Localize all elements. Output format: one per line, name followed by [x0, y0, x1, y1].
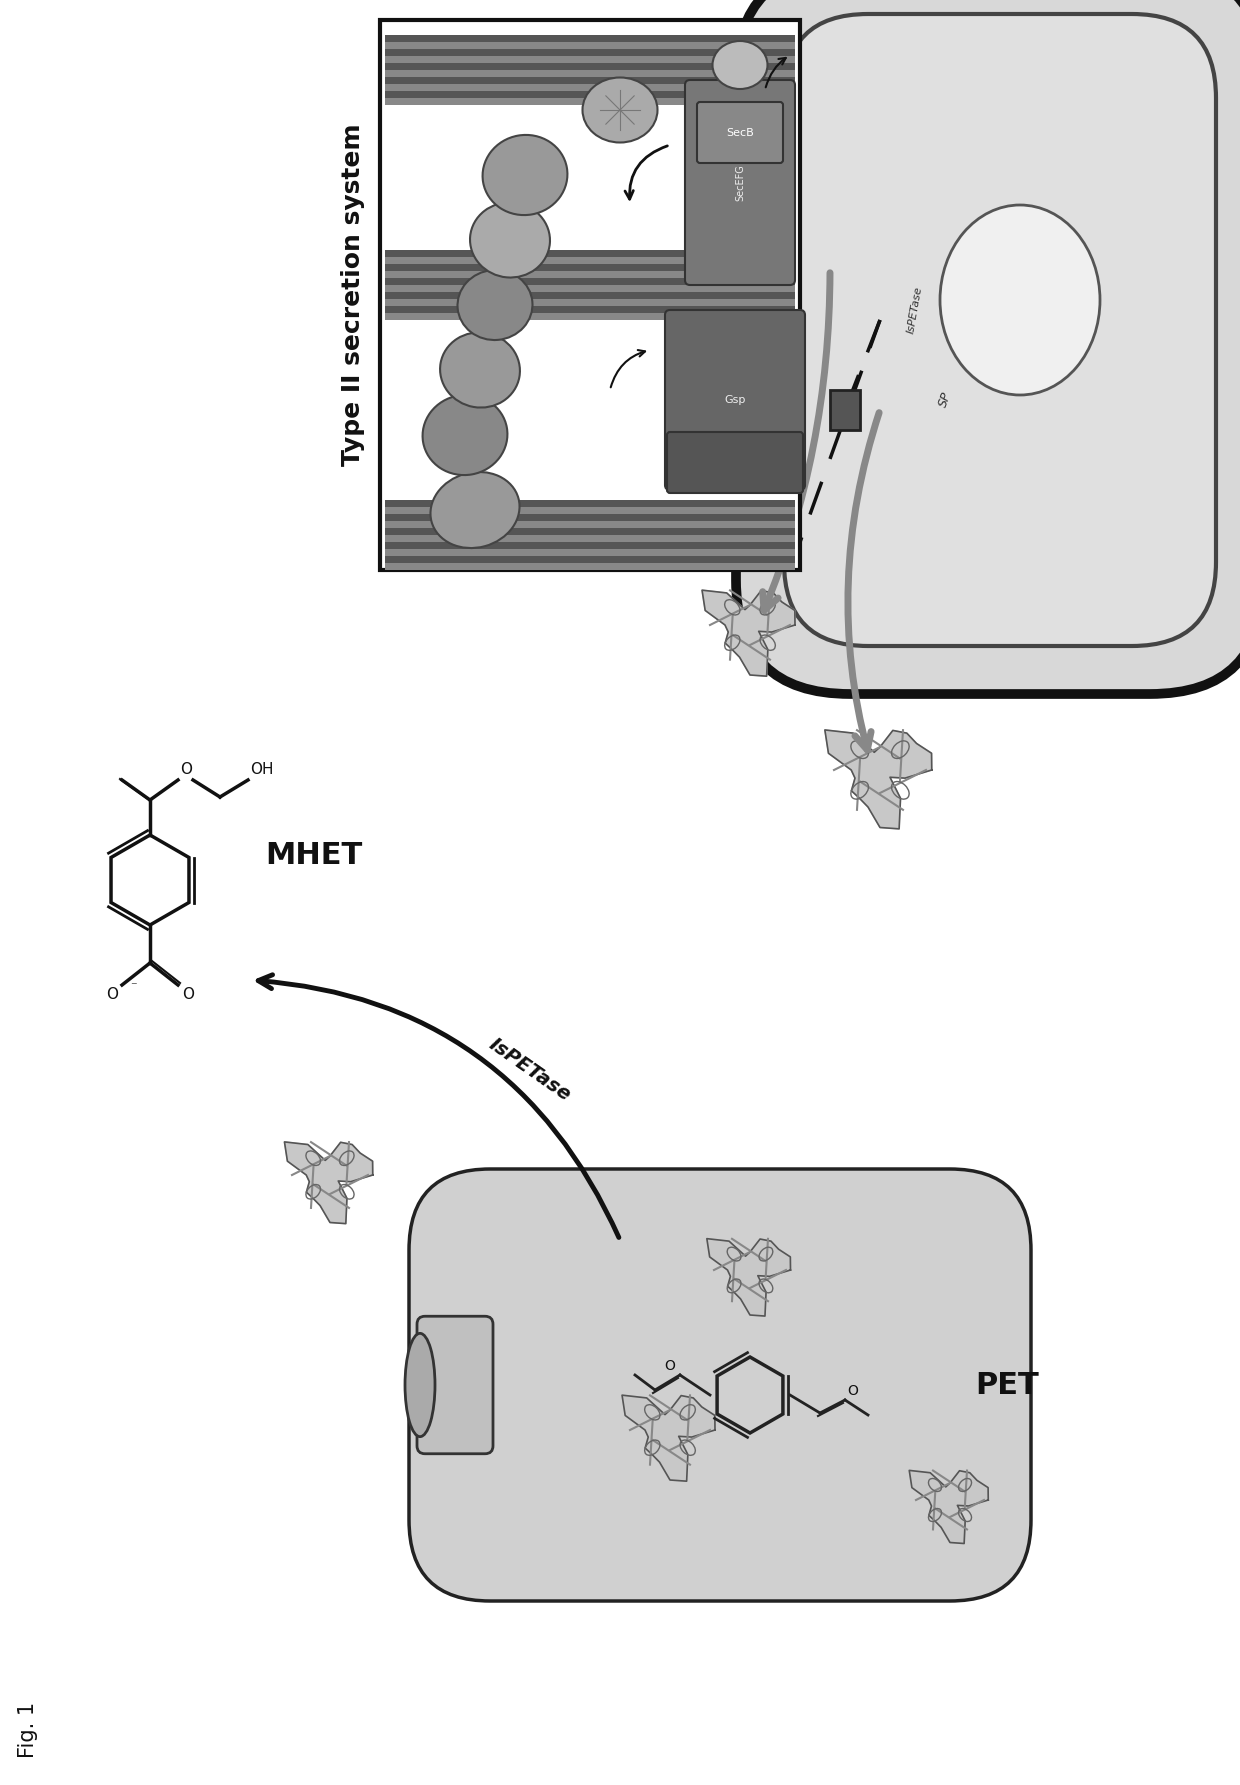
- Bar: [384, 305, 795, 312]
- FancyBboxPatch shape: [737, 0, 1240, 694]
- Text: Type II secretion system: Type II secretion system: [341, 123, 365, 466]
- Text: SecB: SecB: [727, 127, 754, 137]
- Bar: [384, 84, 795, 91]
- Ellipse shape: [470, 202, 551, 277]
- FancyArrowPatch shape: [625, 146, 667, 200]
- Bar: [384, 528, 795, 536]
- Bar: [384, 264, 795, 271]
- Bar: [384, 36, 795, 43]
- Bar: [384, 293, 795, 300]
- FancyBboxPatch shape: [684, 80, 795, 286]
- Polygon shape: [702, 591, 795, 677]
- FancyArrowPatch shape: [763, 273, 830, 610]
- FancyArrowPatch shape: [611, 350, 645, 387]
- Bar: [384, 514, 795, 521]
- Bar: [384, 521, 795, 528]
- Text: OH: OH: [250, 762, 274, 776]
- Bar: [384, 48, 795, 55]
- Bar: [830, 389, 861, 430]
- Bar: [384, 271, 795, 278]
- Polygon shape: [284, 1142, 373, 1225]
- Text: O: O: [180, 762, 192, 776]
- FancyArrowPatch shape: [848, 412, 879, 750]
- Bar: [384, 91, 795, 98]
- Bar: [384, 278, 795, 286]
- FancyBboxPatch shape: [665, 311, 805, 491]
- Bar: [379, 20, 800, 569]
- Polygon shape: [622, 1396, 715, 1482]
- Bar: [384, 98, 795, 105]
- Text: O: O: [182, 987, 193, 1001]
- Bar: [384, 286, 795, 293]
- Polygon shape: [707, 1239, 791, 1316]
- Bar: [384, 555, 795, 562]
- Text: O: O: [105, 987, 118, 1001]
- FancyBboxPatch shape: [667, 432, 804, 493]
- Bar: [384, 62, 795, 70]
- Ellipse shape: [713, 41, 768, 89]
- Ellipse shape: [430, 471, 520, 548]
- Bar: [384, 55, 795, 62]
- Polygon shape: [825, 730, 931, 828]
- Ellipse shape: [458, 270, 532, 339]
- FancyBboxPatch shape: [409, 1169, 1030, 1601]
- Bar: [384, 70, 795, 77]
- FancyBboxPatch shape: [784, 14, 1216, 646]
- Text: ⁻: ⁻: [130, 980, 136, 992]
- Text: IsPETase: IsPETase: [906, 286, 924, 334]
- Bar: [384, 507, 795, 514]
- Text: PET: PET: [975, 1371, 1039, 1399]
- Ellipse shape: [405, 1333, 435, 1437]
- Ellipse shape: [940, 205, 1100, 394]
- Text: MHET: MHET: [265, 841, 362, 869]
- Text: SP: SP: [936, 391, 954, 409]
- Bar: [384, 250, 795, 257]
- Bar: [384, 500, 795, 507]
- Polygon shape: [909, 1471, 988, 1544]
- Bar: [384, 562, 795, 569]
- Text: SecEFG: SecEFG: [735, 164, 745, 202]
- FancyArrowPatch shape: [258, 975, 619, 1237]
- FancyArrowPatch shape: [766, 57, 786, 87]
- Bar: [384, 550, 795, 555]
- Ellipse shape: [583, 77, 657, 143]
- Bar: [384, 77, 795, 84]
- Text: O: O: [665, 1358, 675, 1373]
- Text: Fig. 1: Fig. 1: [19, 1701, 38, 1758]
- Bar: [384, 312, 795, 320]
- Ellipse shape: [423, 394, 507, 475]
- Text: O: O: [847, 1383, 858, 1398]
- FancyBboxPatch shape: [417, 1316, 494, 1453]
- Ellipse shape: [482, 136, 568, 214]
- Text: Gsp: Gsp: [724, 394, 745, 405]
- Ellipse shape: [440, 332, 520, 407]
- Bar: [384, 536, 795, 543]
- Bar: [384, 300, 795, 305]
- Bar: [384, 43, 795, 48]
- Bar: [384, 257, 795, 264]
- Bar: [384, 543, 795, 550]
- FancyBboxPatch shape: [697, 102, 782, 162]
- Text: IsPETase: IsPETase: [486, 1035, 574, 1105]
